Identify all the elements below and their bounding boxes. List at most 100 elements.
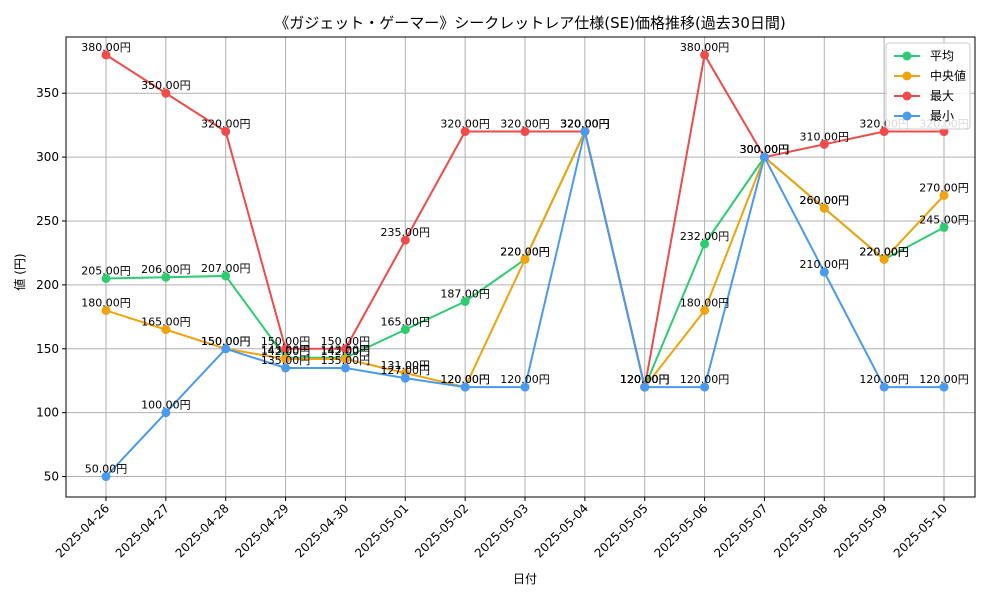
data-label: 143.00円 — [321, 344, 371, 357]
legend-label: 中央値 — [930, 68, 966, 83]
data-point — [161, 408, 171, 418]
data-label: 210.00円 — [800, 258, 850, 271]
data-point — [400, 325, 410, 335]
y-tick-label: 350 — [36, 86, 59, 100]
data-label: 180.00円 — [680, 296, 730, 309]
data-point — [759, 152, 769, 162]
data-label: 135.00円 — [261, 354, 311, 367]
data-point — [460, 127, 470, 137]
data-label: 260.00円 — [800, 194, 850, 207]
data-label: 165.00円 — [381, 316, 431, 329]
series — [101, 50, 949, 482]
data-label: 150.00円 — [261, 335, 311, 348]
legend-marker — [902, 51, 912, 61]
data-point — [101, 274, 111, 283]
data-point — [221, 127, 231, 137]
data-label: 320.00円 — [560, 118, 610, 131]
data-point — [460, 382, 470, 392]
data-label: 180.00円 — [81, 296, 131, 309]
data-label: 165.00円 — [141, 316, 191, 329]
data-label: 220.00円 — [859, 245, 909, 258]
data-label: 120.00円 — [620, 373, 670, 386]
data-label: 220.00円 — [500, 245, 550, 258]
data-label: 320.00円 — [500, 118, 550, 131]
series-3 — [101, 127, 949, 482]
data-point — [101, 50, 111, 60]
data-point — [161, 272, 171, 282]
legend-box — [885, 42, 971, 130]
data-label: 320.00円 — [201, 118, 251, 131]
data-label: 380.00円 — [680, 41, 730, 54]
y-axis-label: 値 (円) — [12, 253, 27, 290]
data-label: 320.00円 — [440, 118, 490, 131]
data-point — [819, 139, 829, 149]
data-label: 300.00円 — [740, 143, 790, 156]
data-point — [640, 382, 650, 392]
data-point — [400, 373, 410, 383]
y-tick-label: 100 — [36, 406, 59, 420]
data-point — [221, 344, 231, 354]
y-tick-label: 250 — [36, 214, 59, 228]
data-point — [281, 354, 291, 364]
data-point — [939, 222, 949, 232]
x-axis-label: 日付 — [513, 572, 537, 586]
legend-item: 中央値 — [894, 68, 966, 83]
data-label: 120.00円 — [919, 373, 969, 386]
data-label: 142.00円 — [321, 345, 371, 358]
data-point — [101, 305, 111, 315]
data-point — [340, 344, 350, 354]
data-point — [580, 127, 590, 137]
y-axis-ticks: 50 100 150 200 250 300 350 — [36, 86, 66, 484]
data-label: 120.00円 — [620, 373, 670, 386]
data-label: 120.00円 — [620, 373, 670, 386]
data-label: 120.00円 — [500, 373, 550, 386]
data-point — [340, 354, 350, 364]
data-point — [700, 50, 710, 60]
plot-area — [65, 36, 976, 498]
data-point — [400, 235, 410, 245]
y-tick-label: 50 — [44, 470, 59, 484]
data-point — [281, 363, 291, 373]
data-label: 300.00円 — [740, 143, 790, 156]
legend-item: 最小 — [894, 109, 954, 123]
data-point — [161, 88, 171, 98]
data-point — [281, 344, 291, 354]
data-point — [340, 363, 350, 373]
legend-label: 最大 — [930, 89, 954, 103]
legend-marker — [902, 91, 912, 101]
data-label: 232.00円 — [680, 230, 730, 243]
data-label: 220.00円 — [500, 245, 550, 258]
data-label: 320.00円 — [560, 118, 610, 131]
legend-item: 最大 — [894, 89, 954, 103]
data-point — [819, 203, 829, 213]
data-label: 300.00円 — [740, 143, 790, 156]
data-label: 380.00円 — [81, 41, 131, 54]
data-label: 120.00円 — [680, 373, 730, 386]
data-point — [520, 127, 530, 137]
data-label: 150.00円 — [201, 335, 251, 348]
legend-marker — [902, 111, 912, 121]
legend-marker — [902, 71, 912, 81]
data-label: 135.00円 — [321, 354, 371, 367]
data-label: 142.00円 — [261, 345, 311, 358]
data-label: 150.00円 — [321, 335, 371, 348]
data-label: 245.00円 — [919, 213, 969, 226]
y-tick-label: 300 — [36, 150, 59, 164]
data-label: 120.00円 — [440, 373, 490, 386]
data-label: 120.00円 — [440, 373, 490, 386]
data-label: 260.00円 — [800, 194, 850, 207]
legend-label: 平均 — [930, 49, 954, 63]
chart-title: 《ガジェット・ゲーマー》シークレットレア仕様(SE)価格推移(過去30日間) — [274, 14, 786, 32]
data-label: 143.00円 — [261, 344, 311, 357]
data-point — [879, 382, 889, 392]
data-label: 206.00円 — [141, 263, 191, 276]
legend-label: 最小 — [930, 109, 954, 123]
data-label: 207.00円 — [201, 262, 251, 275]
y-tick-label: 200 — [36, 278, 59, 292]
data-point — [520, 382, 530, 392]
data-label: 300.00円 — [740, 143, 790, 156]
data-label: 120.00円 — [620, 373, 670, 386]
